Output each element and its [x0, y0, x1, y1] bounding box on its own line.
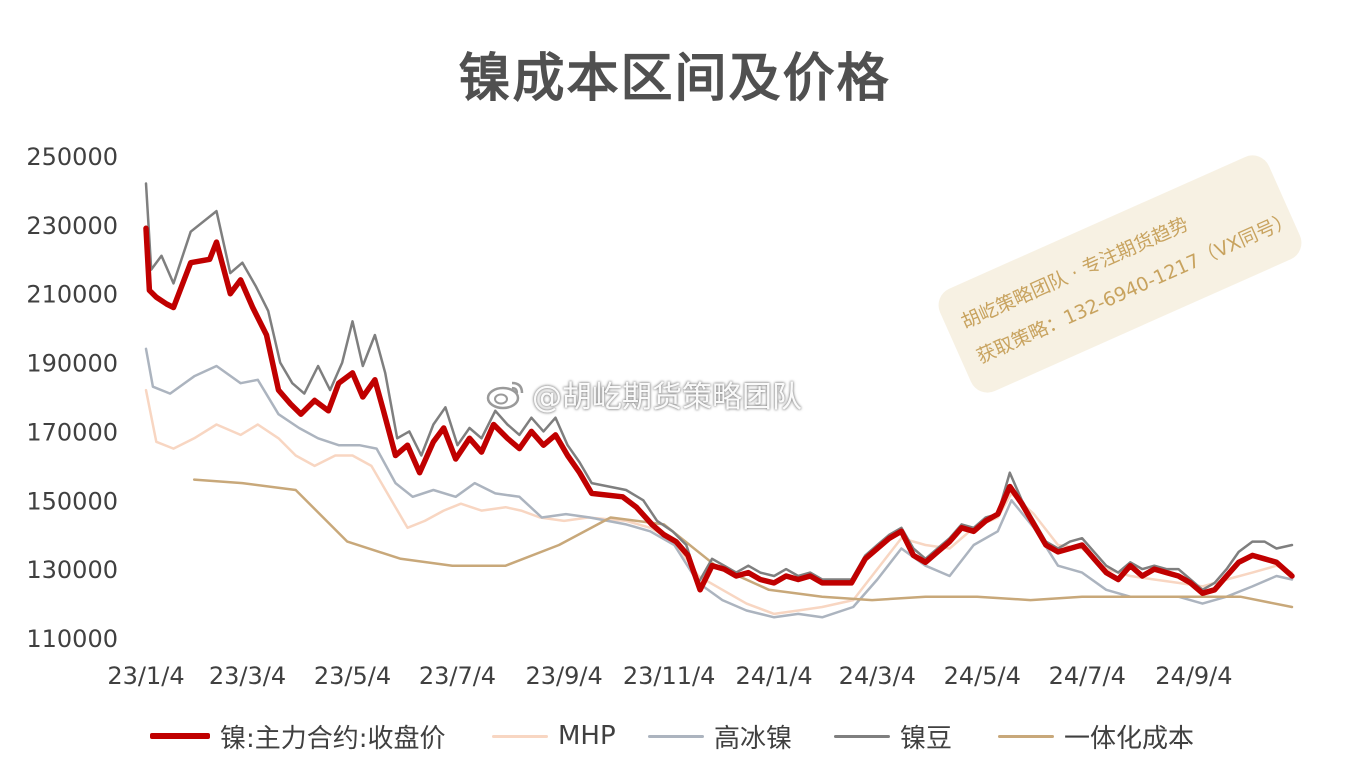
x-tick-label: 24/7/4	[1049, 662, 1126, 690]
series-line-4	[192, 478, 1294, 609]
legend-label: 镍:主力合约:收盘价	[220, 723, 446, 754]
x-tick-label: 24/5/4	[944, 662, 1021, 690]
legend-label: 高冰镍	[714, 723, 793, 754]
chart-title: 镍成本区间及价格	[458, 49, 891, 109]
x-tick-label: 23/11/4	[623, 662, 716, 690]
series-line-0	[143, 225, 1295, 596]
y-tick-label: 250000	[26, 143, 118, 171]
legend-item: MHP	[492, 716, 616, 756]
y-tick-label: 110000	[26, 625, 118, 653]
y-tick-label: 190000	[26, 350, 118, 378]
x-tick-label: 23/5/4	[314, 662, 391, 690]
x-tick-label: 23/3/4	[209, 662, 286, 690]
series-line-2	[144, 347, 1294, 619]
x-tick-label: 24/9/4	[1155, 662, 1232, 690]
x-tick-label: 24/1/4	[735, 662, 812, 690]
legend-item: 镍豆	[834, 716, 952, 756]
series-layer	[143, 182, 1295, 619]
legend-item: 高冰镍	[648, 716, 792, 756]
x-tick-label: 23/9/4	[526, 662, 603, 690]
weibo-icon	[486, 381, 524, 410]
legend-swatch	[834, 734, 890, 738]
y-tick-label: 210000	[26, 281, 118, 309]
y-tick-label: 170000	[26, 418, 118, 446]
legend-swatch	[648, 734, 704, 738]
series-line-3	[144, 182, 1294, 592]
x-tick-label: 23/7/4	[419, 662, 496, 690]
x-tick-label: 24/3/4	[839, 662, 916, 690]
y-tick-label: 230000	[26, 212, 118, 240]
legend-swatch	[492, 734, 548, 738]
watermark-weibo: @胡屹期货策略团队	[486, 372, 802, 416]
watermark-weibo-text: @胡屹期货策略团队	[532, 380, 802, 415]
legend-label: MHP	[558, 721, 616, 751]
legend-label: 一体化成本	[1064, 723, 1195, 754]
x-axis: 23/1/4 23/3/4 23/5/4 23/7/4 23/9/4 23/11/4 24/…	[107, 662, 1232, 690]
legend-label: 镍豆	[900, 723, 953, 754]
legend-swatch	[998, 734, 1054, 738]
x-tick-label: 23/1/4	[107, 662, 184, 690]
y-tick-label: 150000	[26, 487, 118, 515]
y-tick-label: 130000	[26, 556, 118, 584]
y-axis: 250000 230000 210000 190000 170000 150000 1300…	[26, 143, 118, 653]
legend-swatch	[150, 733, 210, 739]
legend-item: 一体化成本	[998, 716, 1194, 756]
legend: 镍:主力合约:收盘价 MHP 高冰镍 镍豆 一体化成本	[0, 716, 1349, 756]
legend-item: 镍:主力合约:收盘价	[150, 716, 446, 756]
